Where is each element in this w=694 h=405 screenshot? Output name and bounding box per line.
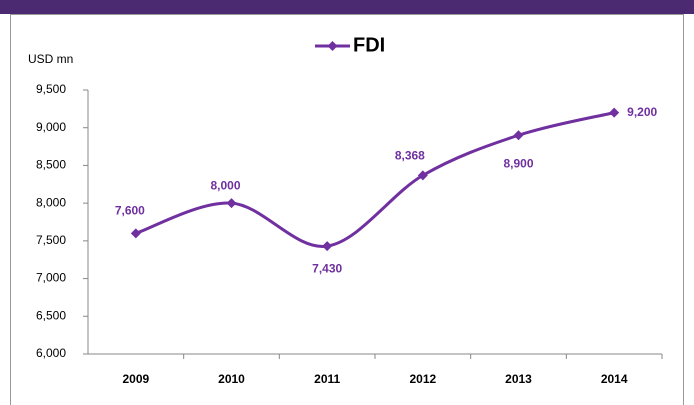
x-tick-label: 2009	[122, 372, 149, 386]
point	[513, 130, 524, 141]
point	[226, 198, 237, 209]
y-tick-label: 7,000	[36, 271, 66, 285]
frame	[10, 14, 684, 405]
y-tick-label: 8,000	[36, 195, 66, 209]
data-label: 8,368	[395, 149, 425, 163]
point	[130, 228, 141, 239]
x-tick-label: 2010	[218, 372, 245, 386]
legend-marker	[327, 41, 338, 51]
x-tick-label: 2011	[314, 372, 340, 386]
data-label: 9,200	[627, 105, 657, 119]
top-band	[0, 0, 694, 14]
legend-label: FDI	[353, 34, 385, 56]
data-label: 7,430	[312, 261, 342, 275]
y-tick-label: 9,500	[36, 82, 66, 96]
x-tick-label: 2014	[601, 372, 628, 386]
data-label: 7,600	[115, 203, 145, 217]
y-axis-label: USD mn	[28, 52, 73, 66]
y-tick-label: 7,500	[36, 233, 66, 247]
point	[322, 241, 333, 252]
point	[417, 170, 428, 181]
y-tick-label: 6,500	[36, 308, 66, 322]
series-line	[135, 111, 615, 248]
y-tick-label: 6,000	[36, 346, 66, 360]
data-label: 8,000	[210, 178, 240, 192]
data-label: 8,900	[503, 156, 533, 170]
x-tick-label: 2012	[409, 372, 436, 386]
y-tick-label: 8,500	[36, 158, 66, 172]
x-tick-label: 2013	[505, 372, 532, 386]
point	[609, 107, 620, 118]
y-tick-label: 9,000	[36, 120, 66, 134]
